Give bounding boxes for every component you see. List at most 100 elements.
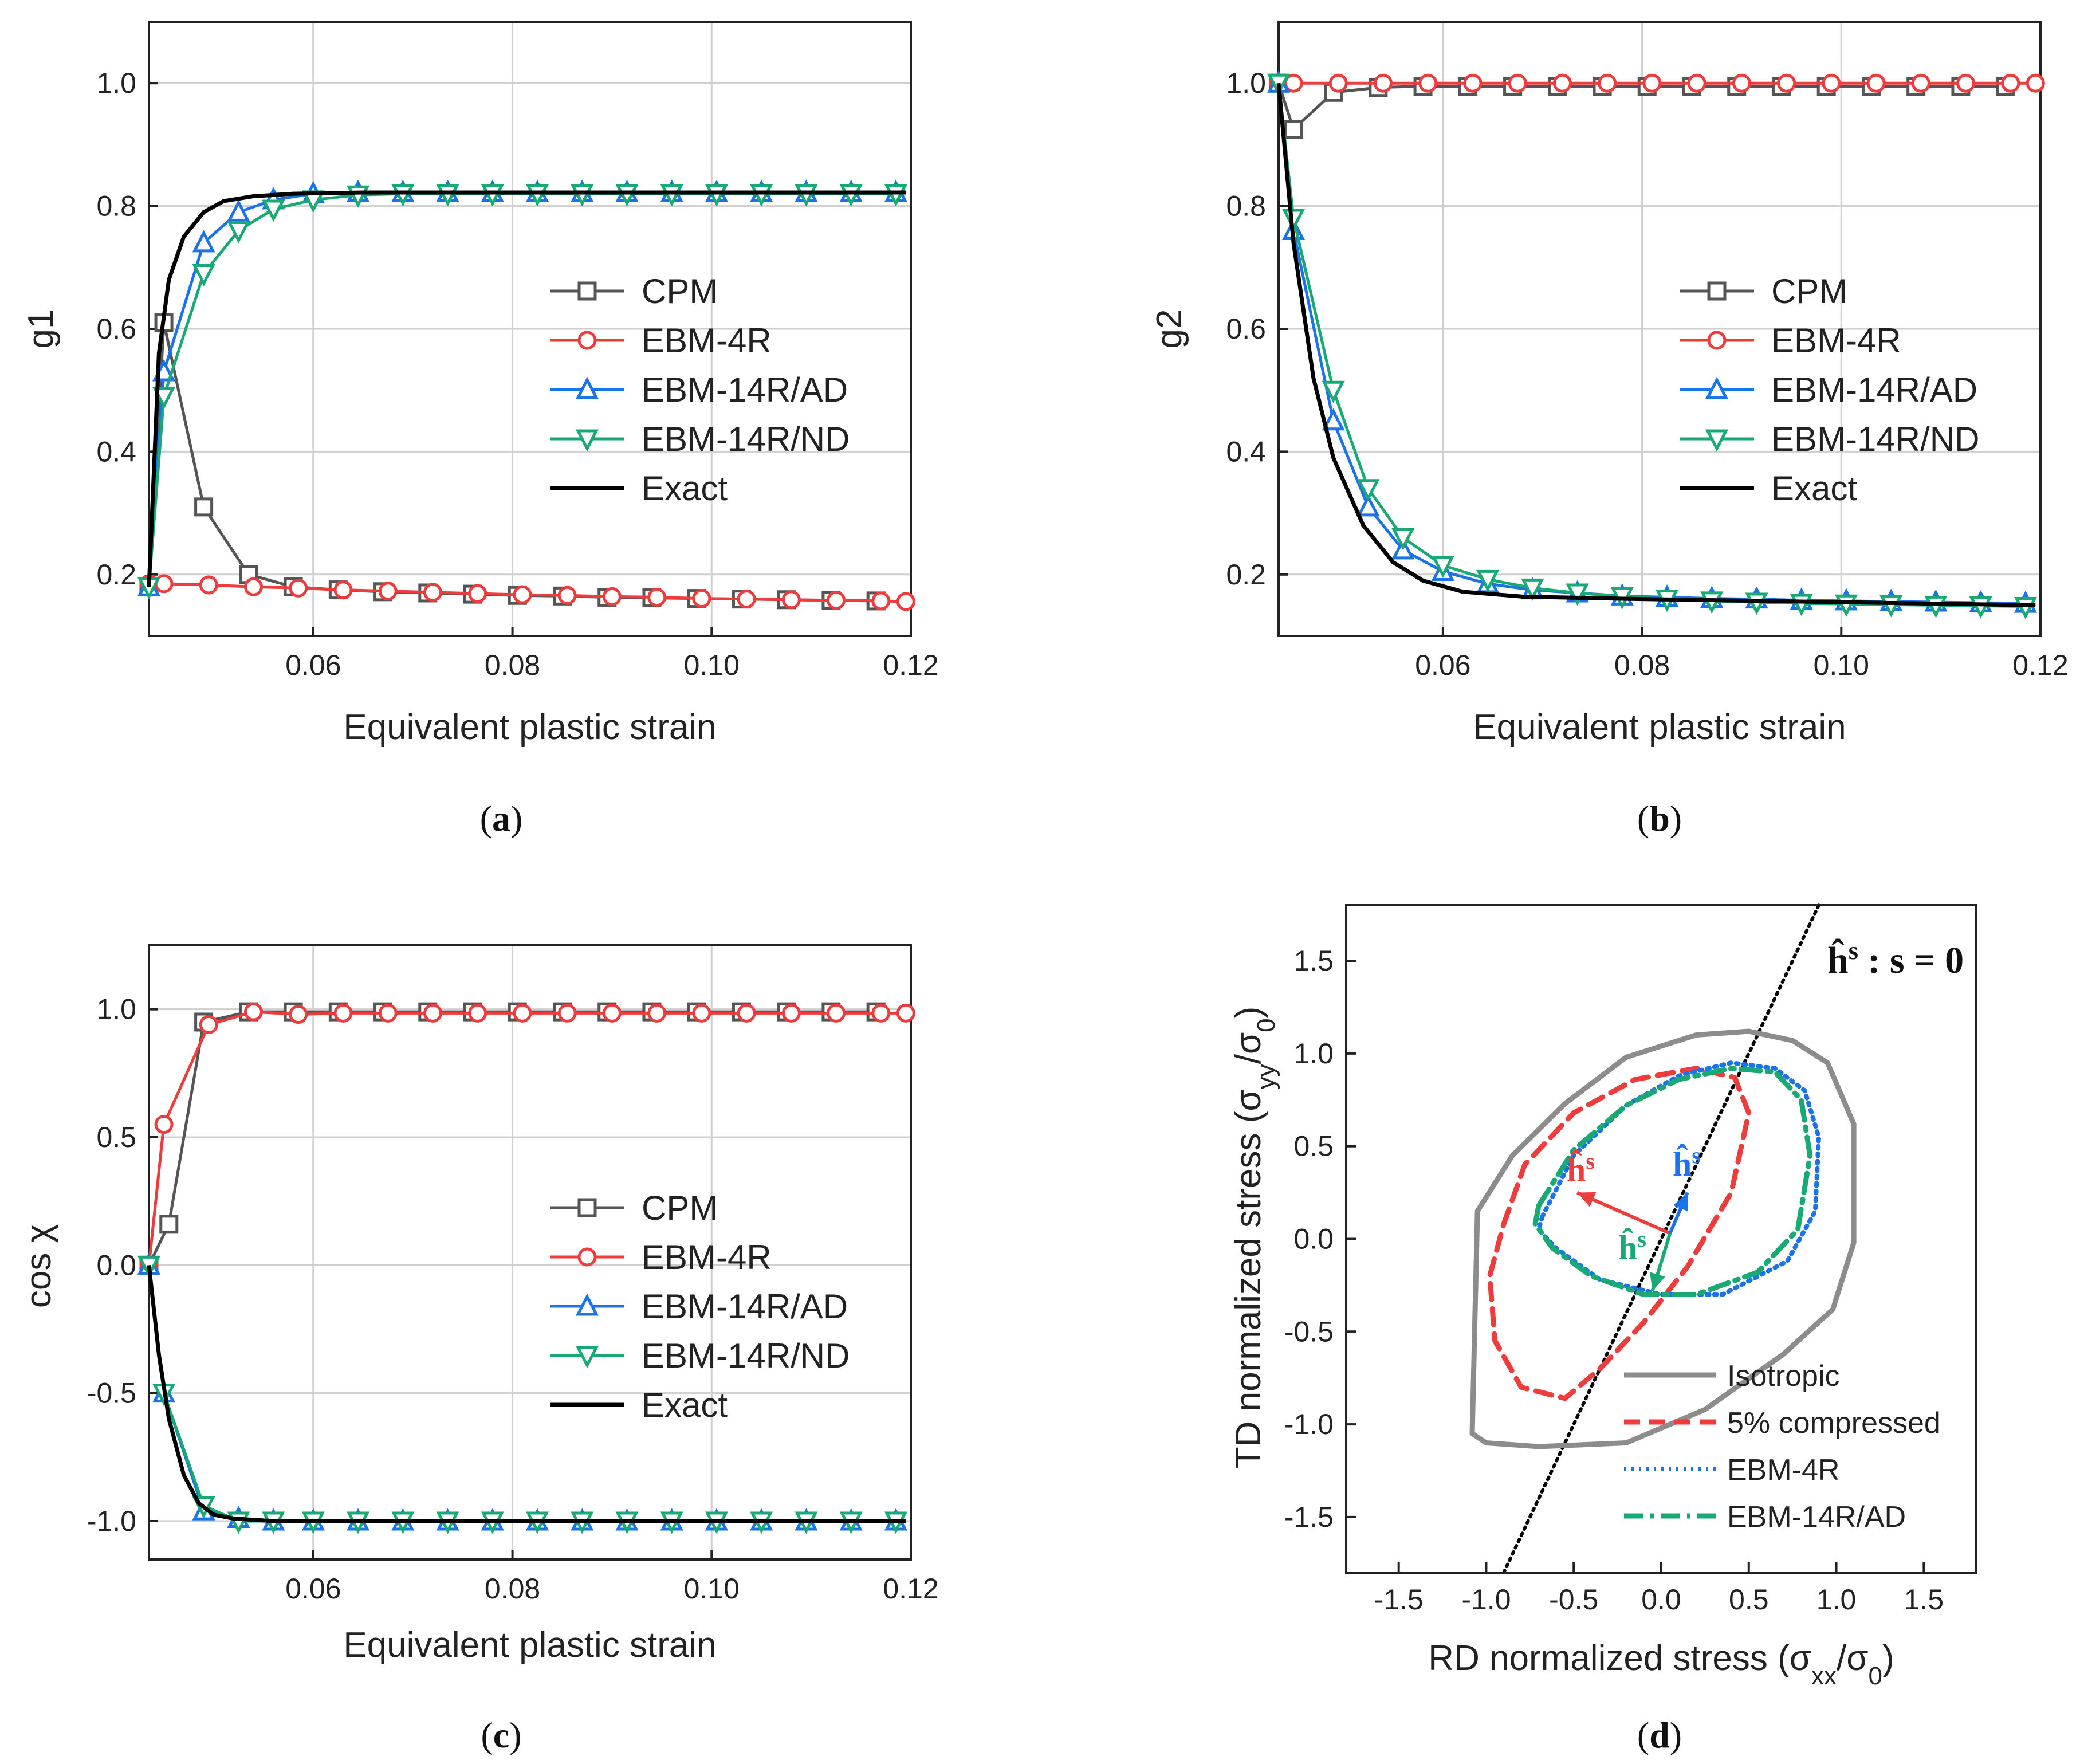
x-tick-label: 0.06 [285,1573,341,1605]
data-point-ebm-14r-nd [1391,528,1415,551]
data-point-ebm-4r [692,1003,711,1023]
h-sup: s [1849,937,1858,965]
data-point-ebm-4r [333,580,353,600]
data-point-ebm-4r [513,1003,532,1023]
panel-c-caption: (c) [481,1715,521,1755]
data-point-ebm-14r-nd [884,184,908,207]
legend-marker-cpm [577,281,597,301]
data-point-ebm-14r-nd [1566,583,1589,606]
x-tick-label: 0.08 [485,649,540,681]
data-point-ebm-4r [896,1003,915,1023]
panel-b: 0.06 0.08 0.10 0.12 0.2 0.4 0.6 0.8 1.0 Equival… [1150,21,2069,839]
series-line-exact [147,1264,906,1523]
series-line-exact [1276,82,2036,607]
panel-b-xticks: 0.06 0.08 0.10 0.12 [1415,627,2069,681]
data-point-ebm-4r [468,584,487,603]
data-point-ebm-14r-nd [1969,596,1992,619]
x-tick-label: 1.0 [1816,1584,1857,1616]
legend-label-ebm-14r-ad: EBM-14R/AD [642,1287,848,1326]
x-tick-label: 0.08 [485,1573,540,1605]
data-point-ebm-14r-nd [1322,380,1345,403]
y-tick-label: -0.5 [1284,1315,1334,1347]
legend-label-ebm-14r-ad: EBM-14R/AD [642,371,848,409]
y-tick-label: 0.5 [96,1121,136,1153]
series-ebm-4r [139,574,915,611]
h-sup: s [1586,1148,1595,1174]
data-point-ebm-4r [2026,73,2045,93]
legend-label-ebm-14r-nd: EBM-14R/ND [642,420,850,458]
data-point-ebm-14r-nd [227,221,250,243]
data-point-ebm-4r [289,578,308,598]
data-point-ebm-4r [1418,73,1438,93]
y-tick-label: 0.0 [96,1249,136,1281]
caption-letter: b [1649,798,1670,839]
caption-open: ( [480,798,492,839]
panel-d-caption: (d) [1637,1715,1682,1755]
x-tick-label: 0.06 [1415,649,1470,681]
caption-close: ) [1670,798,1682,839]
data-point-ebm-4r [199,575,218,595]
data-point-ebm-4r [333,1003,353,1023]
legend-marker-ebm-14r-nd [1705,429,1729,452]
data-point-ebm-14r-nd [525,184,549,207]
data-point-ebm-4r [602,587,622,606]
legend-marker-cpm [577,1198,597,1217]
data-point-ebm-4r [244,577,264,596]
panel-a-xticks: 0.06 0.08 0.10 0.12 [285,627,939,681]
ylabel-pre: TD normalized stress (σ [1229,1089,1268,1468]
h-sup: s [1692,1142,1701,1168]
data-point-ebm-4r [2001,73,2020,93]
data-point-ebm-4r [289,1005,308,1024]
series-ebm-4r [139,1002,915,1275]
data-point-ebm-4r [423,1003,442,1023]
y-tick-label: 1.0 [1226,67,1266,99]
data-point-cpm [1284,120,1303,139]
data-point-ebm-4r [199,1015,218,1034]
panel-c-xticks: 0.06 0.08 0.10 0.12 [285,1550,939,1605]
legend-label-ebm-4r: EBM-4R [642,1238,772,1276]
x-tick-label: 0.12 [883,1573,938,1605]
panel-b-ylabel: g2 [1150,309,1189,349]
legend-label-ebm-14r-nd: EBM-14R/ND [642,1337,850,1375]
ylabel-sub: yy [1252,1064,1280,1089]
data-point-ebm-14r-nd [481,184,504,207]
data-point-ebm-4r [692,589,711,608]
panel-b-caption: (b) [1637,798,1682,839]
blue-arrow-label: ĥs [1673,1142,1701,1184]
x-tick-label: 0.5 [1729,1584,1769,1616]
panel-d-series [1469,903,1857,1574]
panel-d-yticks: -1.5 -1.0 -0.5 0.0 0.5 1.0 1.5 [1284,945,1356,1533]
legend-label-exact: Exact [1771,469,1857,508]
legend-marker-ebm-14r-nd [575,429,599,452]
x-tick-label: -0.5 [1549,1584,1598,1616]
data-point-ebm-4r [737,590,756,609]
legend-label-ebm-14r-nd: EBM-14R/ND [1771,420,1979,458]
legend-label-cpm: CPM [642,272,718,311]
y-tick-label: -0.5 [87,1377,136,1409]
data-point-ebm-4r [827,1003,846,1023]
data-point-ebm-4r [871,1003,891,1023]
y-tick-label: 1.0 [1293,1038,1334,1070]
data-point-ebm-4r [423,583,442,602]
xlabel-pre: RD normalized stress (σ [1428,1639,1811,1678]
data-point-ebm-14r-nd [436,184,459,207]
legend-label-exact: Exact [642,1386,728,1424]
data-point-ebm-14r-nd [1356,479,1380,502]
caption-letter: c [493,1715,509,1755]
zero-line-rest: : s = 0 [1858,940,1964,981]
blue-arrow-head [1673,1192,1688,1212]
y-tick-label: -1.5 [1284,1501,1334,1533]
y-tick-label: -1.0 [1284,1408,1334,1440]
y-tick-label: 0.2 [96,559,136,591]
xlabel-sub: xx [1811,1662,1837,1690]
y-tick-label: -1.0 [87,1505,136,1537]
data-point-ebm-4r [1777,73,1796,93]
x-tick-label: -1.5 [1374,1584,1424,1616]
y-tick-label: 1.0 [96,993,136,1026]
legend-label-ebm-4r: EBM-4R [1727,1453,1839,1487]
data-point-ebm-4r [737,1003,756,1023]
caption-letter: d [1649,1715,1670,1755]
legend-label-ebm-14r-ad: EBM-14R/AD [1727,1500,1906,1534]
x-tick-label: 0.10 [1814,649,1869,681]
